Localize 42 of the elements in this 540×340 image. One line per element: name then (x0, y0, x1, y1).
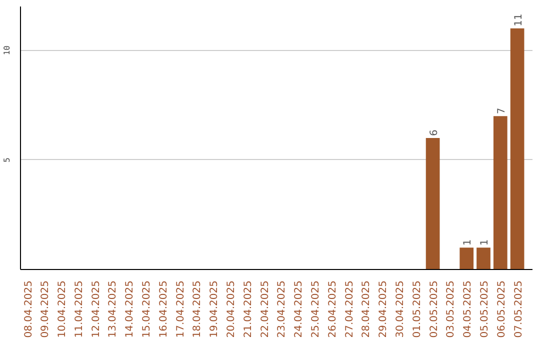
x-tick-label: 05.05.2025 (479, 280, 490, 338)
y-tick-label: 10 (2, 45, 12, 56)
x-tick-label: 07.05.2025 (513, 280, 524, 338)
x-tick-label: 19.04.2025 (209, 280, 220, 338)
x-tick-label: 13.04.2025 (108, 280, 119, 338)
x-tick-label: 17.04.2025 (175, 280, 186, 338)
x-tick-label: 11.04.2025 (74, 280, 85, 338)
x-tick-label: 01.05.2025 (412, 280, 423, 338)
x-tick-label: 23.04.2025 (276, 280, 288, 338)
x-tick-label: 15.04.2025 (142, 280, 153, 338)
data-label: 6 (428, 130, 440, 136)
x-tick-label: 20.04.2025 (226, 280, 238, 338)
x-tick-label: 26.04.2025 (327, 280, 338, 338)
x-tick-label: 18.04.2025 (192, 280, 204, 338)
x-tick-label: 12.04.2025 (90, 280, 102, 338)
x-tick-label: 29.04.2025 (378, 280, 390, 338)
x-tick-label: 06.05.2025 (496, 280, 508, 338)
bar (510, 28, 524, 270)
bar (476, 248, 490, 270)
x-tick-label: 04.05.2025 (462, 280, 474, 338)
x-tick-label: 27.04.2025 (344, 280, 356, 338)
x-tick-label: 09.04.2025 (40, 280, 52, 338)
x-tick-label: 28.04.2025 (361, 280, 372, 338)
x-tick-label: 30.04.2025 (395, 280, 406, 338)
x-tick-label: 14.04.2025 (124, 280, 136, 338)
x-tick-label: 16.04.2025 (158, 280, 170, 338)
data-label: 1 (462, 239, 474, 246)
bar (460, 248, 474, 270)
x-tick-label: 10.04.2025 (57, 280, 68, 338)
x-tick-label: 08.04.2025 (23, 280, 34, 338)
y-tick-label: 5 (2, 157, 12, 162)
x-tick-label: 22.04.2025 (260, 280, 271, 338)
x-tick-label: 03.05.2025 (446, 280, 457, 338)
data-label: 1 (479, 239, 490, 246)
x-tick-label: 21.04.2025 (242, 280, 254, 338)
data-label: 11 (513, 14, 524, 26)
bar (426, 138, 440, 270)
x-tick-label: 24.04.2025 (294, 280, 305, 338)
x-tick-label: 02.05.2025 (428, 280, 440, 338)
bar (493, 116, 508, 270)
x-tick-label: 25.04.2025 (310, 280, 322, 338)
data-label: 7 (496, 108, 508, 114)
